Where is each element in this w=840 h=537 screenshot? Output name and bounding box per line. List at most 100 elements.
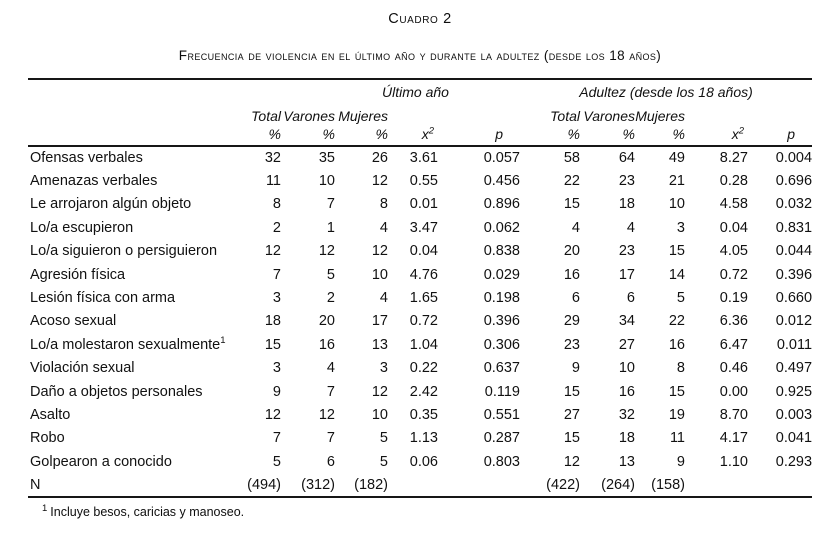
cell-value: 9 <box>272 383 281 400</box>
cell-value: 2 <box>326 290 335 307</box>
cell-value: 3 <box>676 219 685 236</box>
header-chi-squared: x2 <box>388 124 438 147</box>
document-page: Cuadro 2 Frecuencia de violencia en el ú… <box>0 11 840 537</box>
cell-value: 17 <box>618 266 635 283</box>
row-label-cell: Acoso sexual <box>28 310 233 333</box>
table-title: Cuadro 2 <box>388 11 452 27</box>
cell-value: 0.72 <box>719 266 748 283</box>
row-label-cell: Lo/a siguieron o persiguieron <box>28 240 233 263</box>
cell-value: 0.04 <box>719 219 748 236</box>
cell-value: 8 <box>676 360 685 377</box>
cell-value: 7 <box>326 430 335 447</box>
cell-value: 12 <box>264 406 281 423</box>
row-label-cell: Violación sexual <box>28 357 233 380</box>
cell-value: 8.27 <box>719 150 748 167</box>
cell-value: 12 <box>318 406 335 423</box>
cell-value: 21 <box>668 173 685 190</box>
footnote-text: Incluye besos, caricias y manoseo. <box>50 504 245 519</box>
cell-value: 0.925 <box>775 383 813 400</box>
cell-value: 26 <box>371 150 388 167</box>
cell-value: 11 <box>265 173 281 190</box>
cell-value: 0.119 <box>484 383 520 400</box>
cell-value: 2 <box>272 219 281 236</box>
table-row: Agresión física 7 5 10 4.76 0.029 16 17 … <box>28 263 812 286</box>
header-total: Total <box>550 108 580 124</box>
cell-value: 7 <box>272 266 281 283</box>
cell-value: 35 <box>318 150 335 167</box>
cell-value: 29 <box>563 313 580 330</box>
cell-value: 0.637 <box>483 360 520 377</box>
cell-value: 0.00 <box>719 383 748 400</box>
cell-value: 0.19 <box>719 290 748 307</box>
table-subtitle: Frecuencia de violencia en el último año… <box>178 48 662 63</box>
cell-value: (158) <box>635 473 685 498</box>
header-group-row: Último año Adultez (desde los 18 años) <box>28 79 812 103</box>
table-row: Lo/a escupieron 2 1 4 3.47 0.062 4 4 3 0… <box>28 216 812 239</box>
cell-value: 3 <box>272 360 281 377</box>
row-label: Amenazas verbales <box>30 173 158 190</box>
cell-value <box>748 473 813 498</box>
row-label-cell: Agresión física <box>28 263 233 286</box>
row-label: Violación sexual <box>30 360 135 377</box>
cell-value: 5 <box>676 290 685 307</box>
footnote: 1 Incluye besos, caricias y manoseo. <box>42 502 840 519</box>
cell-value: 0.062 <box>483 219 520 236</box>
cell-value: 20 <box>563 243 580 260</box>
cell-value: 6.36 <box>719 313 748 330</box>
header-total: Total <box>251 108 281 124</box>
cell-value: (494) <box>233 473 281 498</box>
column-group-ultimo-ano: Último año <box>382 83 449 100</box>
cell-value: (422) <box>520 473 580 498</box>
cell-value: 27 <box>618 336 635 353</box>
cell-value: 0.041 <box>775 430 813 447</box>
cell-value: 17 <box>371 313 388 330</box>
cell-value: 0.287 <box>483 430 520 447</box>
cell-value: 0.497 <box>775 360 813 377</box>
cell-value: 18 <box>618 196 635 213</box>
cell-value: 0.057 <box>483 150 520 167</box>
header-spacer <box>28 103 233 124</box>
row-label: Daño a objetos personales <box>30 383 203 400</box>
cell-value: 8.70 <box>719 406 748 423</box>
cell-value: 0.831 <box>775 219 813 236</box>
cell-value: 12 <box>264 243 281 260</box>
cell-value: 4.76 <box>409 266 438 283</box>
cell-value: 0.012 <box>775 313 813 330</box>
header-spacer <box>388 103 438 124</box>
header-varones: Varones <box>583 108 635 124</box>
cell-value: 2.42 <box>409 383 438 400</box>
cell-value: 0.551 <box>483 406 520 423</box>
footnote-marker: 1 <box>42 502 48 514</box>
table-row: Daño a objetos personales 9 7 12 2.42 0.… <box>28 380 812 403</box>
header-mujeres: Mujeres <box>338 108 388 124</box>
cell-value: 0.029 <box>483 266 520 283</box>
table-row: Robo 7 7 5 1.13 0.287 15 18 11 4.17 0.04… <box>28 427 812 450</box>
cell-value: 7 <box>272 430 281 447</box>
cell-value: 10 <box>371 406 388 423</box>
header-varones: Varones <box>283 108 335 124</box>
cell-value: 6.47 <box>719 336 748 353</box>
cell-value: 3 <box>272 290 281 307</box>
header-percent: % <box>335 124 388 147</box>
table-row: Golpearon a conocido 5 6 5 0.06 0.803 12… <box>28 450 812 473</box>
cell-value: 6 <box>626 290 635 307</box>
header-percent: % <box>635 124 685 147</box>
table-row: Ofensas verbales 32 35 26 3.61 0.057 58 … <box>28 146 812 169</box>
row-label-cell: Lesión física con arma <box>28 286 233 309</box>
cell-value: 4.05 <box>719 243 748 260</box>
row-label-cell: Robo <box>28 427 233 450</box>
cell-value: 0.22 <box>409 360 438 377</box>
cell-value: 3.61 <box>409 150 438 167</box>
row-label: Acoso sexual <box>30 313 117 330</box>
cell-value: 10 <box>618 360 635 377</box>
row-label-cell: N <box>28 473 233 498</box>
cell-value: 0.35 <box>409 406 438 423</box>
header-spacer <box>438 103 520 124</box>
cell-value: 19 <box>668 406 685 423</box>
cell-value: 5 <box>379 430 388 447</box>
cell-value: 6 <box>326 453 335 470</box>
cell-value: 1.65 <box>409 290 438 307</box>
cell-value: 10 <box>371 266 388 283</box>
header-percent: % <box>281 124 335 147</box>
cell-value: 4 <box>326 360 335 377</box>
